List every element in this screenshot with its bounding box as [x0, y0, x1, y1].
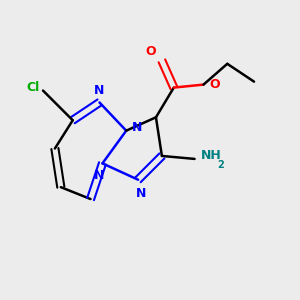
Text: N: N	[94, 169, 105, 182]
Text: 2: 2	[217, 160, 224, 170]
Text: O: O	[145, 45, 156, 58]
Text: O: O	[209, 78, 220, 91]
Text: NH: NH	[200, 149, 221, 162]
Text: N: N	[94, 83, 105, 97]
Text: N: N	[132, 121, 142, 134]
Text: Cl: Cl	[27, 81, 40, 94]
Text: N: N	[136, 187, 146, 200]
